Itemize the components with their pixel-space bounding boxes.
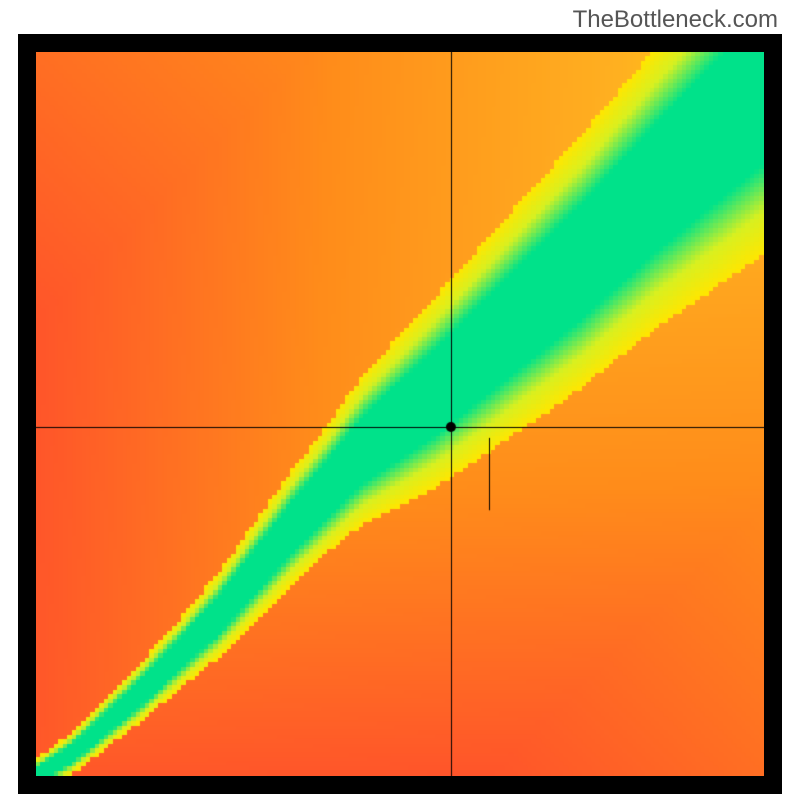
crosshair-overlay xyxy=(36,52,764,776)
watermark-text: TheBottleneck.com xyxy=(573,6,778,34)
